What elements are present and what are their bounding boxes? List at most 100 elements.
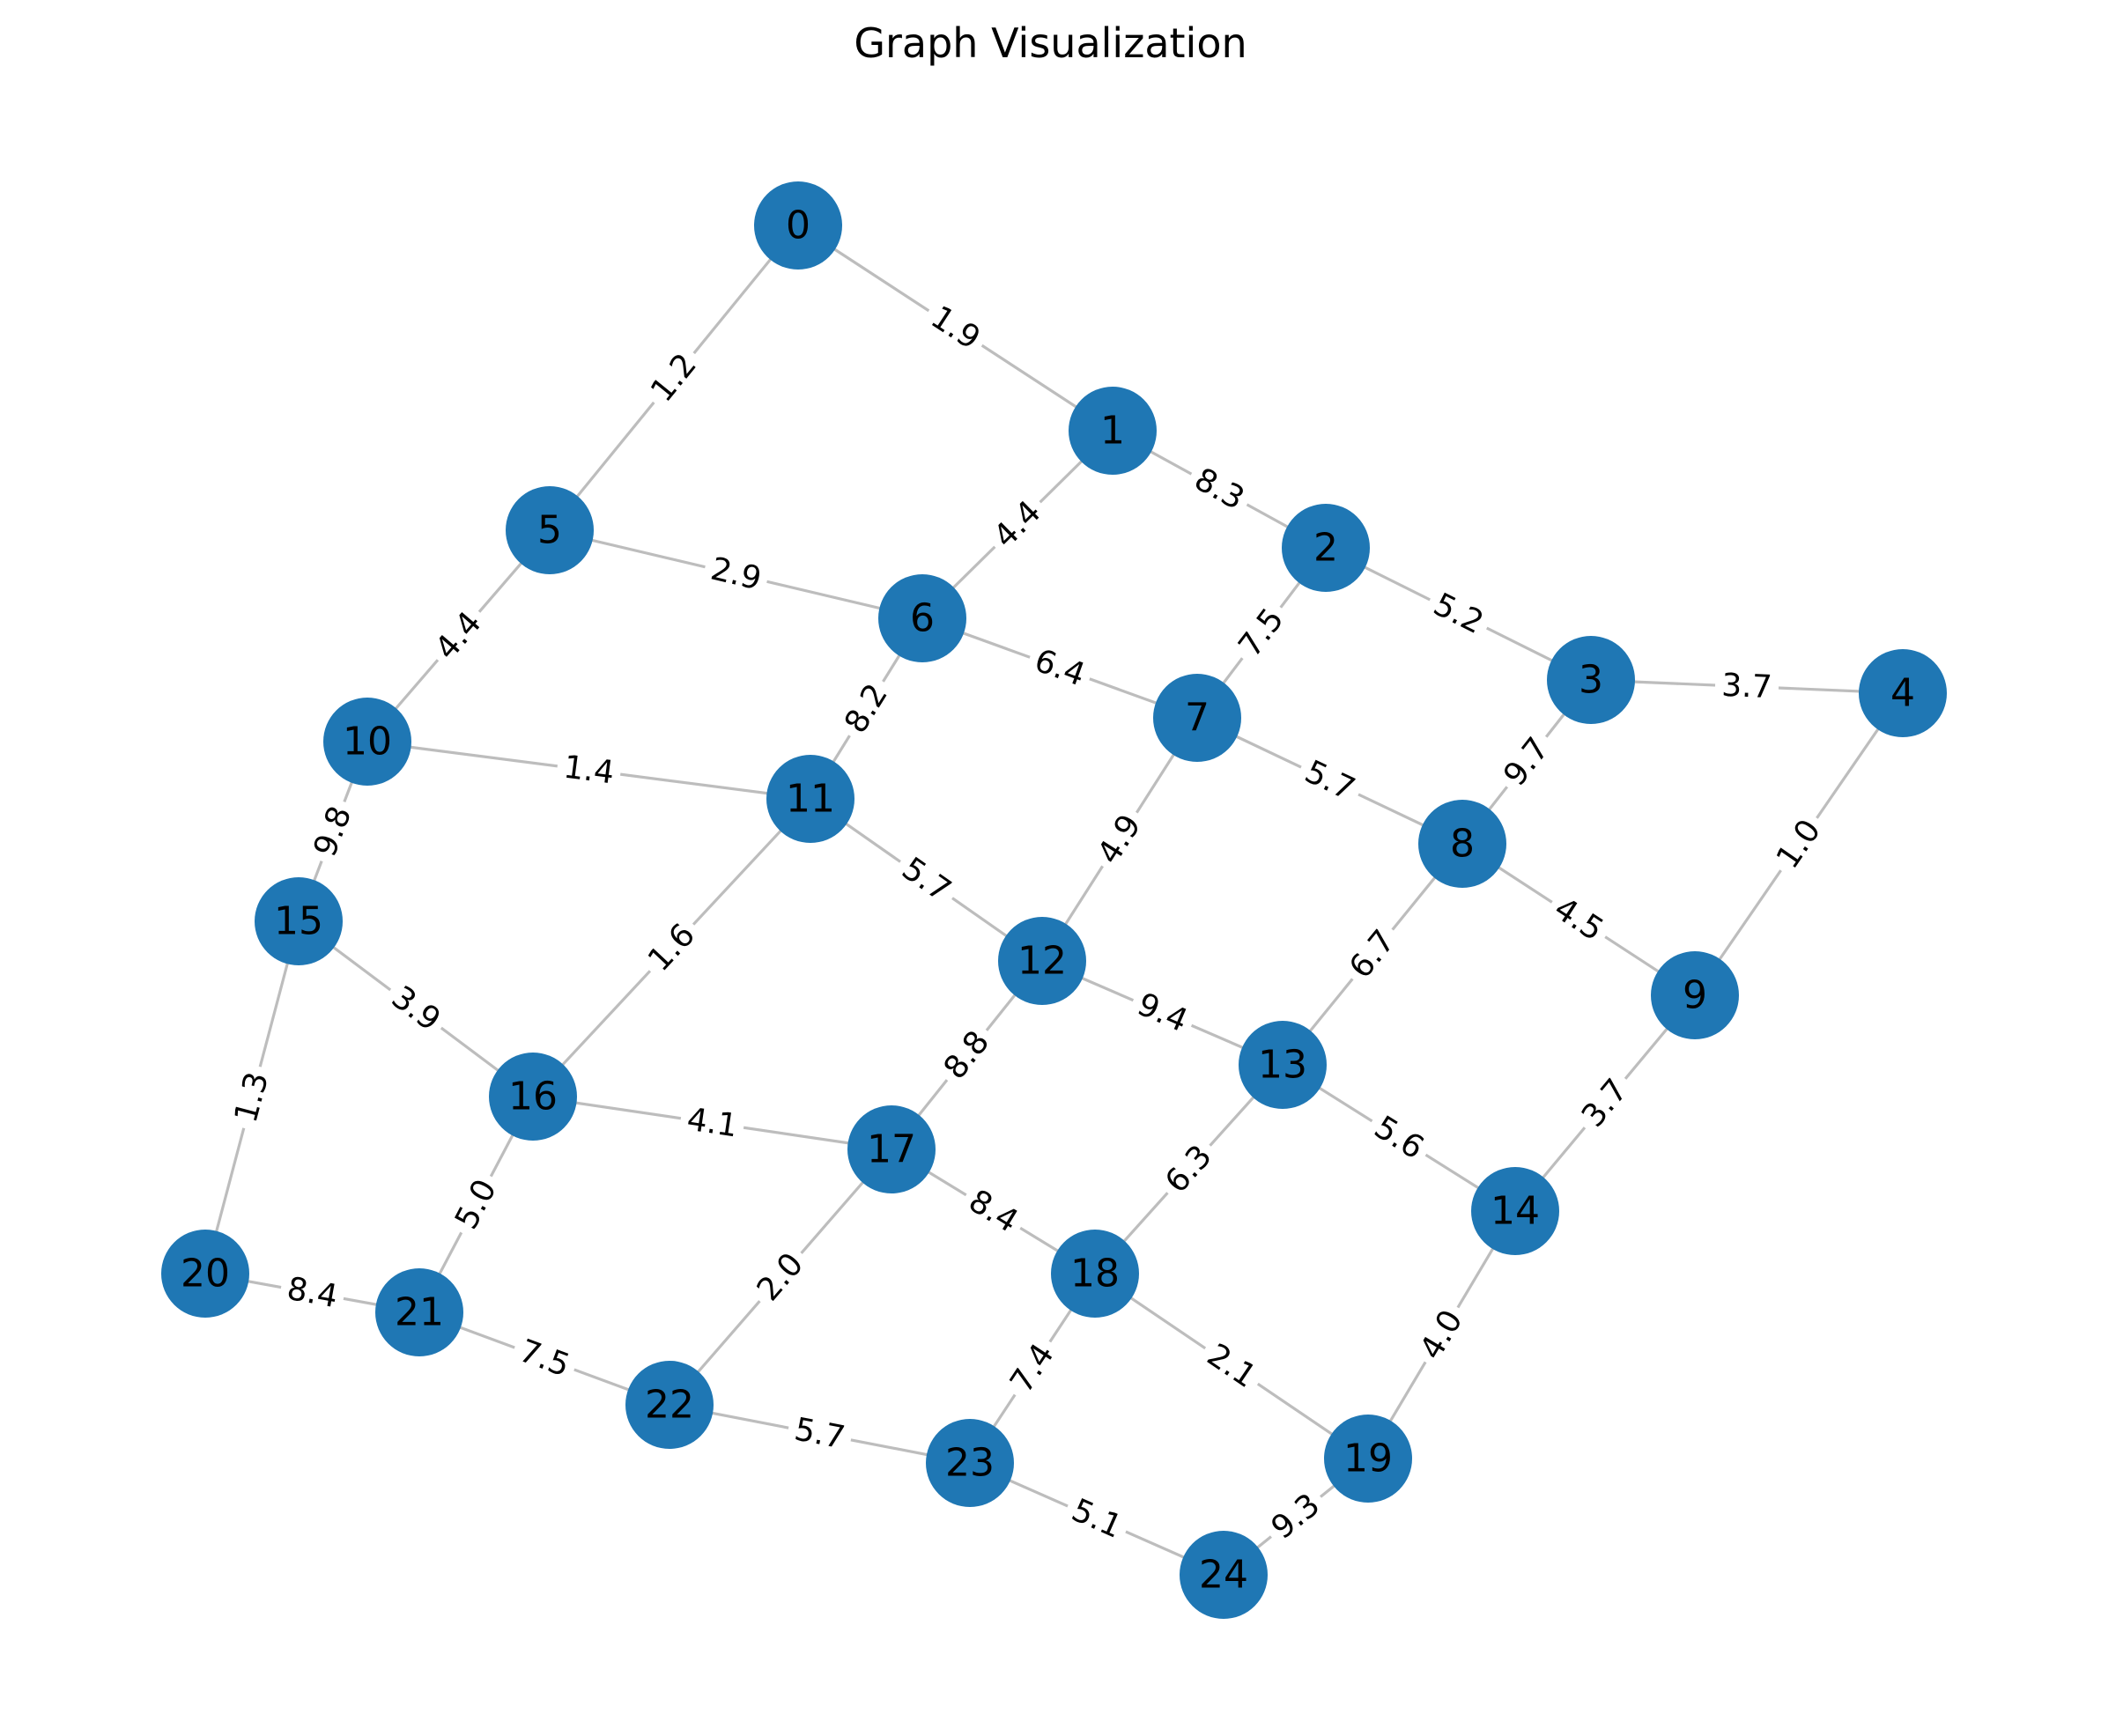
edge-label-background [378, 972, 455, 1044]
edge-label-6-11: 8.2 [832, 670, 900, 746]
node-0: 0 [754, 181, 842, 270]
edge-label-16-17: 4.1 [677, 1097, 747, 1148]
edge-label-background [1541, 884, 1617, 954]
node-8: 8 [1418, 800, 1506, 888]
edge-label-background [1023, 637, 1098, 698]
node-label: 17 [867, 1127, 916, 1172]
edge-label-background [223, 1061, 279, 1134]
edge-label-11-16: 1.6 [634, 910, 708, 985]
edge-label-4-9: 1.0 [1763, 806, 1833, 882]
edge-label-background [918, 292, 994, 362]
node-21: 21 [375, 1268, 463, 1356]
edge-label-background [1335, 916, 1408, 992]
edge-label-background [743, 1239, 817, 1314]
node-label: 19 [1343, 1437, 1393, 1481]
edge-weight-label: 8.4 [285, 1271, 341, 1316]
edge-label-background [930, 1016, 1002, 1092]
edge-label-background [421, 598, 494, 673]
edge-label-background [1421, 580, 1497, 646]
node-label: 9 [1683, 973, 1707, 1018]
node-2: 2 [1282, 504, 1370, 592]
edge-label-12-13: 9.4 [1125, 980, 1201, 1044]
edge-label-background [1292, 748, 1368, 812]
node-circle [625, 1361, 714, 1449]
edge-label-background [1194, 1330, 1270, 1400]
node-label: 11 [786, 777, 835, 822]
edge-label-2-3: 5.2 [1421, 580, 1497, 646]
node-label: 6 [910, 596, 935, 641]
node-label: 18 [1070, 1252, 1120, 1296]
edge-label-background [1151, 1131, 1224, 1206]
edge-label-7-8: 5.7 [1292, 748, 1368, 812]
node-circle [766, 755, 854, 843]
node-label: 21 [395, 1290, 444, 1335]
node-circle [1153, 674, 1241, 762]
edge-label-background [637, 339, 709, 415]
edge-label-0-1: 1.9 [918, 292, 994, 362]
node-16: 16 [489, 1053, 577, 1141]
edge-weight-label: 4.1 [684, 1102, 740, 1145]
edge-weight-label: 3.7 [1721, 668, 1773, 705]
edge-label-3-8: 9.7 [1490, 723, 1562, 799]
node-13: 13 [1239, 1021, 1327, 1109]
node-label: 8 [1450, 822, 1475, 867]
edge-label-18-19: 2.1 [1194, 1330, 1270, 1400]
node-label: 12 [1017, 939, 1067, 984]
node-label: 14 [1491, 1189, 1540, 1234]
edge-label-10-15: 9.8 [301, 794, 363, 868]
edge-label-background [1361, 1103, 1438, 1171]
edge-label-0-5: 1.2 [637, 339, 709, 415]
node-circle [255, 877, 343, 965]
edge-label-background [1763, 806, 1833, 882]
node-label: 20 [181, 1252, 230, 1296]
edge-label-5-6: 2.9 [700, 546, 773, 601]
node-5: 5 [506, 486, 594, 574]
edge-label-background [554, 745, 624, 794]
node-circle [1051, 1230, 1139, 1318]
edge-label-13-14: 5.6 [1361, 1103, 1438, 1171]
edge-label-background [1060, 1487, 1135, 1550]
node-12: 12 [998, 917, 1086, 1005]
node-label: 16 [508, 1075, 558, 1119]
node-11: 11 [766, 755, 854, 843]
edge-label-6-7: 6.4 [1023, 637, 1098, 698]
node-14: 14 [1471, 1167, 1559, 1255]
node-label: 13 [1258, 1043, 1307, 1088]
node-circle [998, 917, 1086, 1005]
node-4: 4 [1859, 649, 1947, 737]
edge-label-16-21: 5.0 [442, 1166, 508, 1242]
node-label: 2 [1313, 526, 1338, 571]
edge-label-background [1490, 723, 1562, 799]
node-label: 7 [1185, 696, 1210, 741]
edge-label-1-2: 8.3 [1181, 455, 1258, 522]
node-circle [1180, 1531, 1268, 1619]
edge-label-background [980, 487, 1054, 561]
edge-label-background [277, 1266, 348, 1319]
edge-label-background [832, 670, 900, 746]
node-label: 4 [1890, 671, 1915, 716]
edge-label-background [784, 1407, 855, 1459]
edge-label-9-14: 3.7 [1568, 1065, 1640, 1141]
node-circle [1282, 504, 1370, 592]
node-circle [489, 1053, 577, 1141]
node-label: 22 [645, 1383, 694, 1428]
edge-label-background [677, 1097, 747, 1148]
node-circle [1239, 1021, 1327, 1109]
node-label: 24 [1199, 1553, 1248, 1598]
edge-label-background [956, 1177, 1032, 1245]
edge-label-background [889, 844, 965, 914]
edge-label-21-22: 7.5 [507, 1327, 582, 1388]
edge-label-background [997, 1330, 1067, 1406]
edge-label-22-23: 5.7 [784, 1407, 855, 1459]
edge-label-19-24: 9.3 [1257, 1480, 1333, 1552]
edge-label-12-17: 8.8 [930, 1016, 1002, 1092]
node-circle [847, 1105, 936, 1193]
node-circle [926, 1419, 1014, 1507]
node-circle [506, 486, 594, 574]
edge-label-background [301, 794, 363, 868]
edge-label-15-16: 3.9 [378, 972, 455, 1044]
node-1: 1 [1069, 387, 1157, 475]
node-6: 6 [878, 574, 966, 662]
node-circle [1418, 800, 1506, 888]
